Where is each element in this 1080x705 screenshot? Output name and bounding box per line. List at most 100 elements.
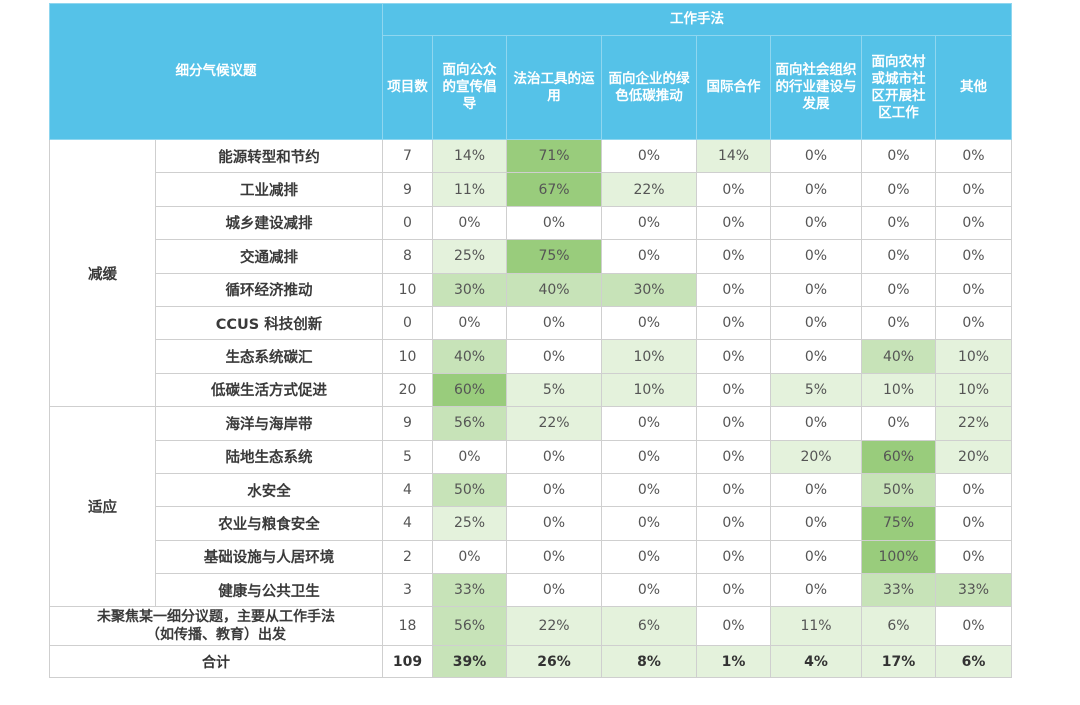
percent-cell: 0% xyxy=(861,138,936,174)
table-row: 适应 海洋与海岸带 9 56% 22% 0% 0% 0% 0% 22% xyxy=(49,406,1012,608)
percent-cell: 26% xyxy=(506,645,602,679)
percent-cell: 0% xyxy=(696,305,771,341)
percent-cell: 0% xyxy=(770,506,862,541)
percent-cell: 0% xyxy=(696,406,771,441)
percent-cell: 0% xyxy=(861,239,936,274)
percent-cell: 25% xyxy=(432,239,507,274)
percent-cell: 10% xyxy=(935,372,1012,408)
percent-cell: 0% xyxy=(935,472,1012,508)
table-row: 健康与公共卫生 3 33% 0% 0% 0% 0% 33% 33% xyxy=(50,573,1012,608)
column-header: 面向社会组织的行业建设与发展 xyxy=(770,35,862,140)
percent-cell: 50% xyxy=(861,472,936,508)
column-header: 面向公众的宣传倡导 xyxy=(432,35,507,140)
percent-cell: 6% xyxy=(935,645,1012,679)
percent-cell: 22% xyxy=(935,406,1012,441)
percent-cell: 56% xyxy=(432,406,507,441)
percent-cell: 0% xyxy=(861,305,936,341)
topic-cell: 基础设施与人居环境 xyxy=(155,539,383,575)
methods-header: 工作手法 xyxy=(382,3,1012,36)
percent-cell: 0% xyxy=(770,172,862,207)
table-body: 减缓 能源转型和节约 7 14% 71% 0% 14% 0% 0% 0% 工业减排 9 11% 67% 22… xyxy=(49,138,1012,679)
percent-cell: 0% xyxy=(696,239,771,274)
table-row: 城乡建设减排 0 0% 0% 0% 0% 0% 0% 0% xyxy=(50,205,1012,241)
percent-cell: 0% xyxy=(506,506,602,541)
percent-cell: 75% xyxy=(506,239,602,274)
topic-cell: 城乡建设减排 xyxy=(155,205,383,241)
column-header: 面向企业的绿色低碳推动 xyxy=(601,35,697,140)
percent-cell: 0% xyxy=(770,272,862,307)
topic-cell: 交通减排 xyxy=(155,239,383,274)
percent-cell: 0% xyxy=(601,205,697,241)
percent-cell: 20% xyxy=(770,439,862,474)
percent-cell: 0% xyxy=(770,305,862,341)
column-header: 法治工具的运用 xyxy=(506,35,602,140)
percent-cell: 40% xyxy=(861,339,936,374)
column-header: 国际合作 xyxy=(696,35,771,140)
percent-cell: 0% xyxy=(770,573,862,608)
group-label: 适应 xyxy=(49,406,156,608)
percent-cell: 11% xyxy=(770,606,862,647)
project-count-cell: 10 xyxy=(382,339,433,374)
percent-cell: 33% xyxy=(935,573,1012,608)
percent-cell: 6% xyxy=(601,606,697,647)
percent-cell: 33% xyxy=(432,573,507,608)
table-row: 循环经济推动 10 30% 40% 30% 0% 0% 0% 0% xyxy=(50,272,1012,307)
percent-cell: 6% xyxy=(861,606,936,647)
percent-cell: 0% xyxy=(432,439,507,474)
table-row: 水安全 4 50% 0% 0% 0% 0% 50% 0% xyxy=(50,472,1012,508)
percent-cell: 0% xyxy=(601,138,697,174)
percent-cell: 40% xyxy=(506,272,602,307)
climate-topic-method-table: 细分气候议题 工作手法 项目数 面向公众的宣传倡导 法治工具的运用 面向企业的绿… xyxy=(49,3,1012,679)
percent-cell: 22% xyxy=(601,172,697,207)
percent-cell: 0% xyxy=(506,439,602,474)
percent-cell: 1% xyxy=(696,645,771,679)
percent-cell: 30% xyxy=(601,272,697,307)
percent-cell: 10% xyxy=(601,372,697,408)
project-count-cell: 109 xyxy=(382,645,433,679)
percent-cell: 0% xyxy=(696,606,771,647)
percent-cell: 14% xyxy=(696,138,771,174)
percent-cell: 0% xyxy=(935,239,1012,274)
topic-cell: 海洋与海岸带 xyxy=(155,406,383,441)
table-row: 低碳生活方式促进 20 60% 5% 10% 0% 5% 10% 10% xyxy=(50,372,1012,408)
percent-cell: 8% xyxy=(601,645,697,679)
percent-cell: 0% xyxy=(935,539,1012,575)
topic-line: （如传播、教育）出发 xyxy=(146,627,286,644)
percent-cell: 71% xyxy=(506,138,602,174)
percent-cell: 0% xyxy=(935,272,1012,307)
percent-cell: 0% xyxy=(506,305,602,341)
project-count-cell: 8 xyxy=(382,239,433,274)
percent-cell: 0% xyxy=(432,539,507,575)
project-count-cell: 0 xyxy=(382,205,433,241)
percent-cell: 10% xyxy=(861,372,936,408)
percent-cell: 25% xyxy=(432,506,507,541)
percent-cell: 0% xyxy=(601,539,697,575)
topic-cell: CCUS 科技创新 xyxy=(155,305,383,341)
percent-cell: 0% xyxy=(506,573,602,608)
table-row: 减缓 能源转型和节约 7 14% 71% 0% 14% 0% 0% 0% xyxy=(49,138,1012,408)
percent-cell: 14% xyxy=(432,138,507,174)
percent-cell: 0% xyxy=(861,205,936,241)
table-row: 未聚焦某一细分议题，主要从工作手法 （如传播、教育）出发 18 56% 22% 6% 0% 1… xyxy=(49,606,1012,647)
percent-cell: 75% xyxy=(861,506,936,541)
topic-cell: 低碳生活方式促进 xyxy=(155,372,383,408)
percent-cell: 0% xyxy=(432,205,507,241)
percent-cell: 0% xyxy=(935,606,1012,647)
project-count-cell: 3 xyxy=(382,573,433,608)
project-count-cell: 20 xyxy=(382,372,433,408)
topic-cell: 工业减排 xyxy=(155,172,383,207)
unfocused-topic-cell: 未聚焦某一细分议题，主要从工作手法 （如传播、教育）出发 xyxy=(49,606,383,647)
percent-cell: 0% xyxy=(861,406,936,441)
percent-cell: 0% xyxy=(506,539,602,575)
percent-cell: 0% xyxy=(601,472,697,508)
percent-cell: 11% xyxy=(432,172,507,207)
project-count-cell: 4 xyxy=(382,506,433,541)
percent-cell: 0% xyxy=(770,339,862,374)
percent-cell: 0% xyxy=(696,339,771,374)
percent-cell: 5% xyxy=(770,372,862,408)
table-row: 交通减排 8 25% 75% 0% 0% 0% 0% 0% xyxy=(50,239,1012,274)
total-row: 合计 109 39% 26% 8% 1% 4% 17% 6% xyxy=(49,645,1012,679)
percent-cell: 22% xyxy=(506,406,602,441)
topic-cell: 健康与公共卫生 xyxy=(155,573,383,608)
percent-cell: 10% xyxy=(601,339,697,374)
